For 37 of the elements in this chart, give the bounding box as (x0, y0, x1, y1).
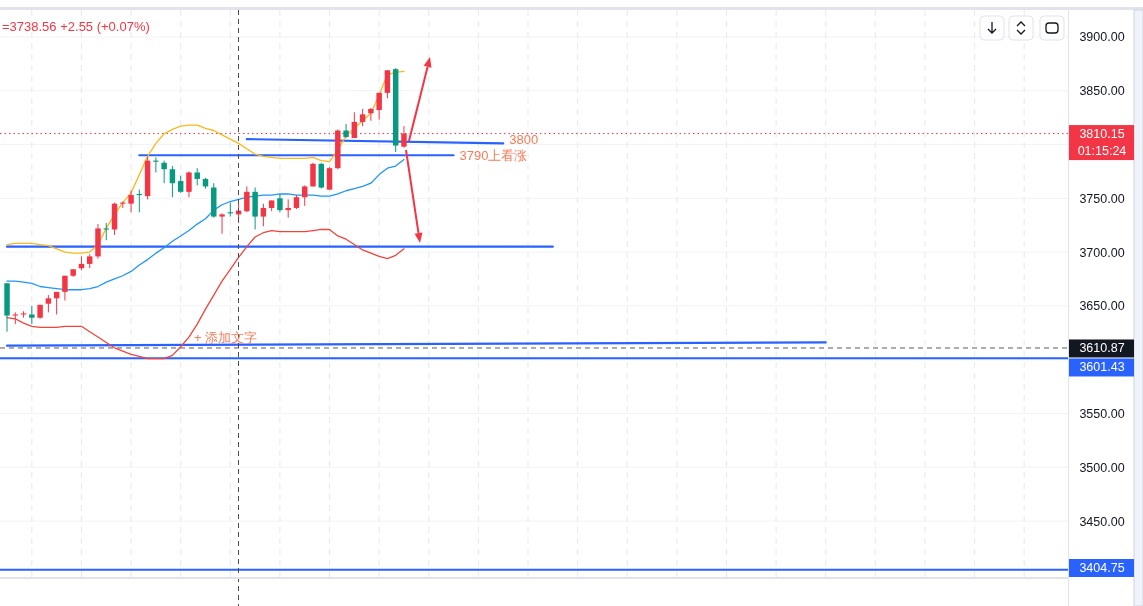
line-series (6, 228, 405, 360)
candlestick (219, 212, 225, 235)
y-tick-label: 3700.00 (1079, 245, 1125, 260)
y-tick-label: 3900.00 (1079, 30, 1125, 45)
y-tick-label: 3650.00 (1079, 299, 1125, 314)
y-tick-label: 3550.00 (1079, 406, 1125, 421)
candlestick (376, 92, 382, 121)
ref-line-label: 3810.15 01:15:24 (1077, 127, 1127, 159)
candlestick (326, 166, 333, 191)
y-tick-label: 3450.00 (1079, 514, 1125, 529)
ref-line-label: 3610.87 (1079, 341, 1125, 356)
candlestick (169, 165, 176, 198)
candlestick (384, 69, 391, 99)
y-tick-label: 3750.00 (1079, 191, 1125, 206)
candlestick (29, 305, 35, 325)
candlestick (260, 203, 267, 227)
series-label: 3800 (509, 132, 539, 148)
candlestick (368, 107, 374, 122)
annotation: =3738.56 +2.55 (+0.07%) (2, 19, 150, 34)
line-series (6, 70, 405, 254)
y-tick-label: 3850.00 (1079, 84, 1125, 99)
y-tick-label: 3500.00 (1079, 460, 1125, 475)
candlestick (318, 162, 324, 190)
ref-line-label: 3404.75 (1079, 561, 1125, 575)
candlestick (62, 275, 68, 301)
ref-line-label: 3601.43 (1079, 360, 1125, 375)
candlestick (343, 123, 349, 139)
series-label: 3790上看涨 (459, 148, 528, 164)
candlestick (186, 170, 192, 198)
candlestick (153, 156, 159, 173)
candlestick (302, 184, 308, 207)
candlestick (128, 190, 134, 213)
annotation: + 添加文字 (194, 330, 258, 345)
candlestick (161, 160, 167, 184)
candlestick (244, 185, 250, 213)
candlestick (285, 198, 291, 219)
candlestick (277, 193, 283, 213)
